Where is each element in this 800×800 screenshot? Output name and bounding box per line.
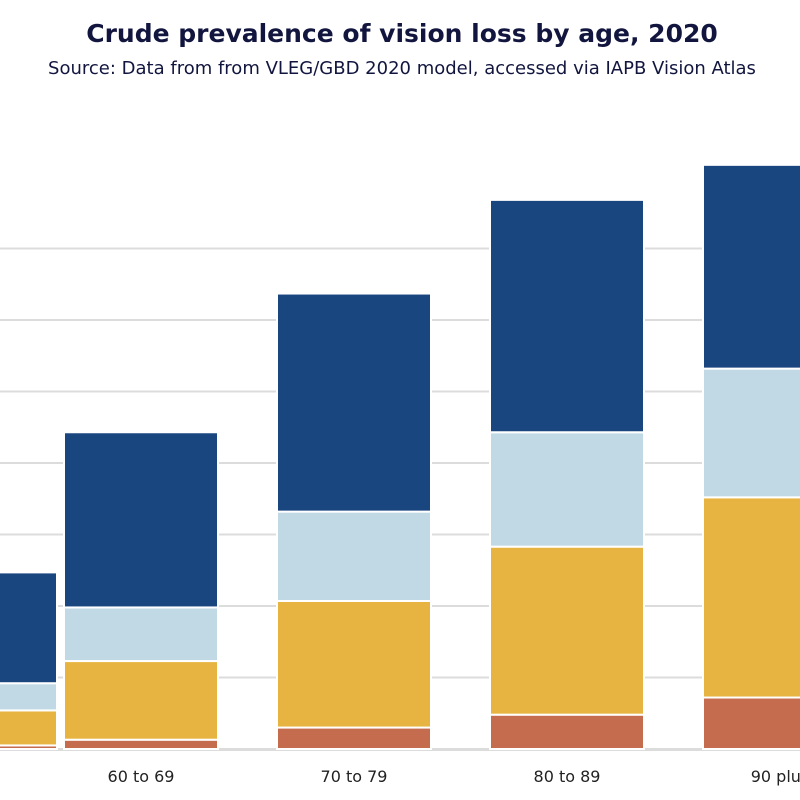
bar-segment-3 bbox=[489, 431, 645, 548]
bar-segment-4 bbox=[276, 292, 432, 513]
bar-segment-3 bbox=[0, 682, 58, 712]
chart-title: Crude prevalence of vision loss by age, … bbox=[86, 19, 718, 48]
bar-group-70-to-79 bbox=[276, 292, 432, 750]
chart-subtitle: Source: Data from from VLEG/GBD 2020 mod… bbox=[48, 58, 756, 79]
bar-group-60-to-69 bbox=[63, 431, 219, 751]
bar-segment-4 bbox=[489, 198, 645, 434]
x-tick-label: 70 to 79 bbox=[321, 767, 388, 786]
bar-segment-2 bbox=[702, 496, 800, 699]
bar-group-80-to-89 bbox=[489, 198, 645, 750]
bar-segment-1 bbox=[0, 744, 58, 750]
x-tick-label: 80 to 89 bbox=[534, 767, 601, 786]
bar-segment-1 bbox=[63, 738, 219, 751]
bar-segment-1 bbox=[702, 696, 800, 751]
bar-segment-3 bbox=[276, 510, 432, 602]
bar-segment-3 bbox=[702, 367, 800, 499]
bar-segment-4 bbox=[63, 431, 219, 609]
bar-segment-4 bbox=[0, 571, 58, 685]
bar-segment-2 bbox=[63, 660, 219, 741]
bar-segment-1 bbox=[276, 726, 432, 750]
bar-group-50-to-59 bbox=[0, 571, 58, 750]
x-tick-label: 90 plus bbox=[751, 767, 800, 786]
x-axis-labels: 60 to 69 70 to 79 80 to 89 90 plus bbox=[108, 767, 800, 786]
bar-segment-2 bbox=[276, 599, 432, 729]
x-tick-label: 60 to 69 bbox=[108, 767, 175, 786]
bar-segment-3 bbox=[63, 606, 219, 663]
bar-segment-2 bbox=[489, 545, 645, 716]
bar-segment-4 bbox=[702, 163, 800, 370]
bar-group-90-plus bbox=[702, 163, 800, 751]
bar-segment-1 bbox=[489, 713, 645, 750]
bars bbox=[0, 163, 800, 751]
bar-segment-2 bbox=[0, 709, 58, 747]
